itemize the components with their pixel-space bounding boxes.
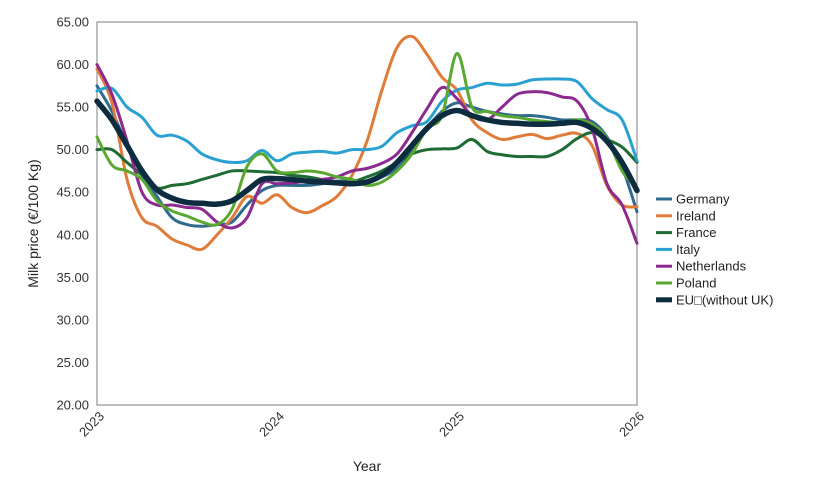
series-line-italy — [95, 77, 639, 165]
legend-label: Poland — [676, 276, 716, 291]
y-tick-label: 40.00 — [56, 227, 89, 242]
x-axis-title: Year — [353, 458, 382, 474]
legend-label: France — [676, 225, 716, 240]
legend-item: Netherlands — [656, 259, 747, 274]
y-tick-label: 35.00 — [56, 270, 89, 285]
legend-item: Italy — [656, 242, 700, 257]
x-tick-label: 2025 — [436, 409, 467, 440]
y-tick-label: 65.00 — [56, 15, 89, 30]
y-tick-label: 25.00 — [56, 355, 89, 370]
y-tick-label: 30.00 — [56, 312, 89, 327]
x-tick-label: 2024 — [256, 409, 287, 440]
legend-item: EU□(without UK) — [656, 292, 773, 307]
y-tick-label: 20.00 — [56, 398, 89, 413]
y-tick-label: 45.00 — [56, 185, 89, 200]
x-tick-label: 2023 — [76, 409, 107, 440]
legend-label: Ireland — [676, 208, 716, 223]
legend-label: EU□(without UK) — [676, 292, 773, 307]
y-axis-title: Milk price (€/100 Kg) — [25, 159, 41, 287]
series-line-ireland — [95, 34, 639, 252]
legend-label: Italy — [676, 242, 700, 257]
legend-label: Netherlands — [676, 259, 747, 274]
y-tick-label: 55.00 — [56, 100, 89, 115]
legend-item: Poland — [656, 276, 716, 291]
x-tick-label: 2026 — [616, 409, 647, 440]
y-tick-label: 60.00 — [56, 57, 89, 72]
series-line-netherlands — [95, 63, 639, 245]
plot-area — [96, 21, 638, 406]
series-line-eu-without-uk — [94, 98, 640, 207]
legend-label: Germany — [676, 192, 730, 207]
legend-item: Ireland — [656, 208, 716, 223]
series-line-france — [95, 131, 639, 190]
legend-item: France — [656, 225, 716, 240]
y-tick-label: 50.00 — [56, 142, 89, 157]
legend-item: Germany — [656, 192, 730, 207]
